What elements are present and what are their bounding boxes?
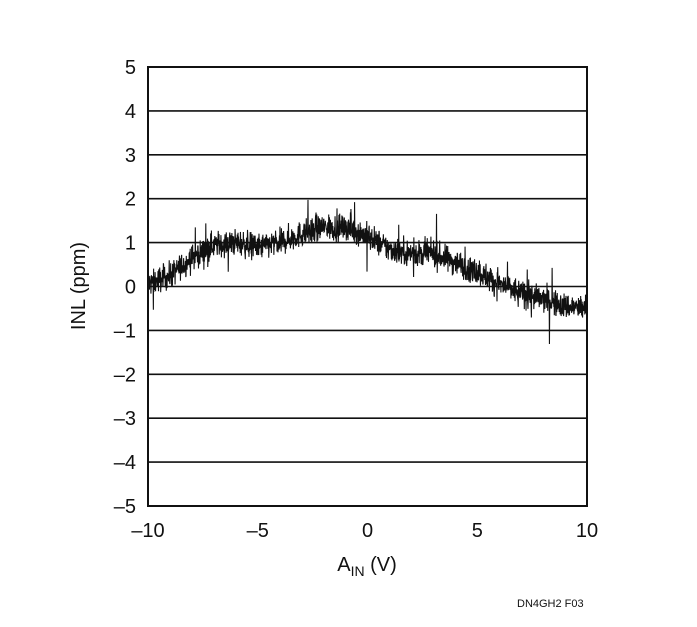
y-tick-label: 1 [125, 233, 136, 255]
x-axis-label-sub: IN [351, 563, 365, 579]
figure-id: DN4GH2 F03 [517, 598, 584, 610]
plot-frame [147, 66, 588, 507]
x-axis-label-main: A [337, 554, 351, 576]
inl-series-line [147, 199, 588, 344]
y-tick-label: –4 [114, 452, 136, 474]
y-tick-label: –1 [114, 320, 136, 342]
y-tick-label: 5 [125, 57, 136, 79]
x-tick-label: 0 [362, 520, 373, 542]
x-axis-label-unit: (V) [365, 554, 397, 576]
x-tick-labels: –10 –5 0 5 10 [131, 520, 598, 542]
y-tick-label: –2 [114, 364, 136, 386]
y-tick-label: 0 [125, 277, 136, 299]
x-tick-label: –10 [131, 520, 164, 542]
x-tick-label: 5 [472, 520, 483, 542]
x-axis-label: AIN (V) [337, 554, 397, 579]
y-tick-label: 4 [125, 101, 136, 123]
y-tick-labels: 5 4 3 2 1 0 –1 –2 –3 –4 –5 [114, 57, 136, 518]
x-tick-label: –5 [247, 520, 269, 542]
y-axis-label: INL (ppm) [68, 242, 90, 330]
y-tick-label: –3 [114, 408, 136, 430]
y-tick-label: –5 [114, 496, 136, 518]
x-tick-label: 10 [576, 520, 598, 542]
y-tick-label: 2 [125, 189, 136, 211]
y-tick-label: 3 [125, 145, 136, 167]
inl-trace [147, 199, 588, 344]
